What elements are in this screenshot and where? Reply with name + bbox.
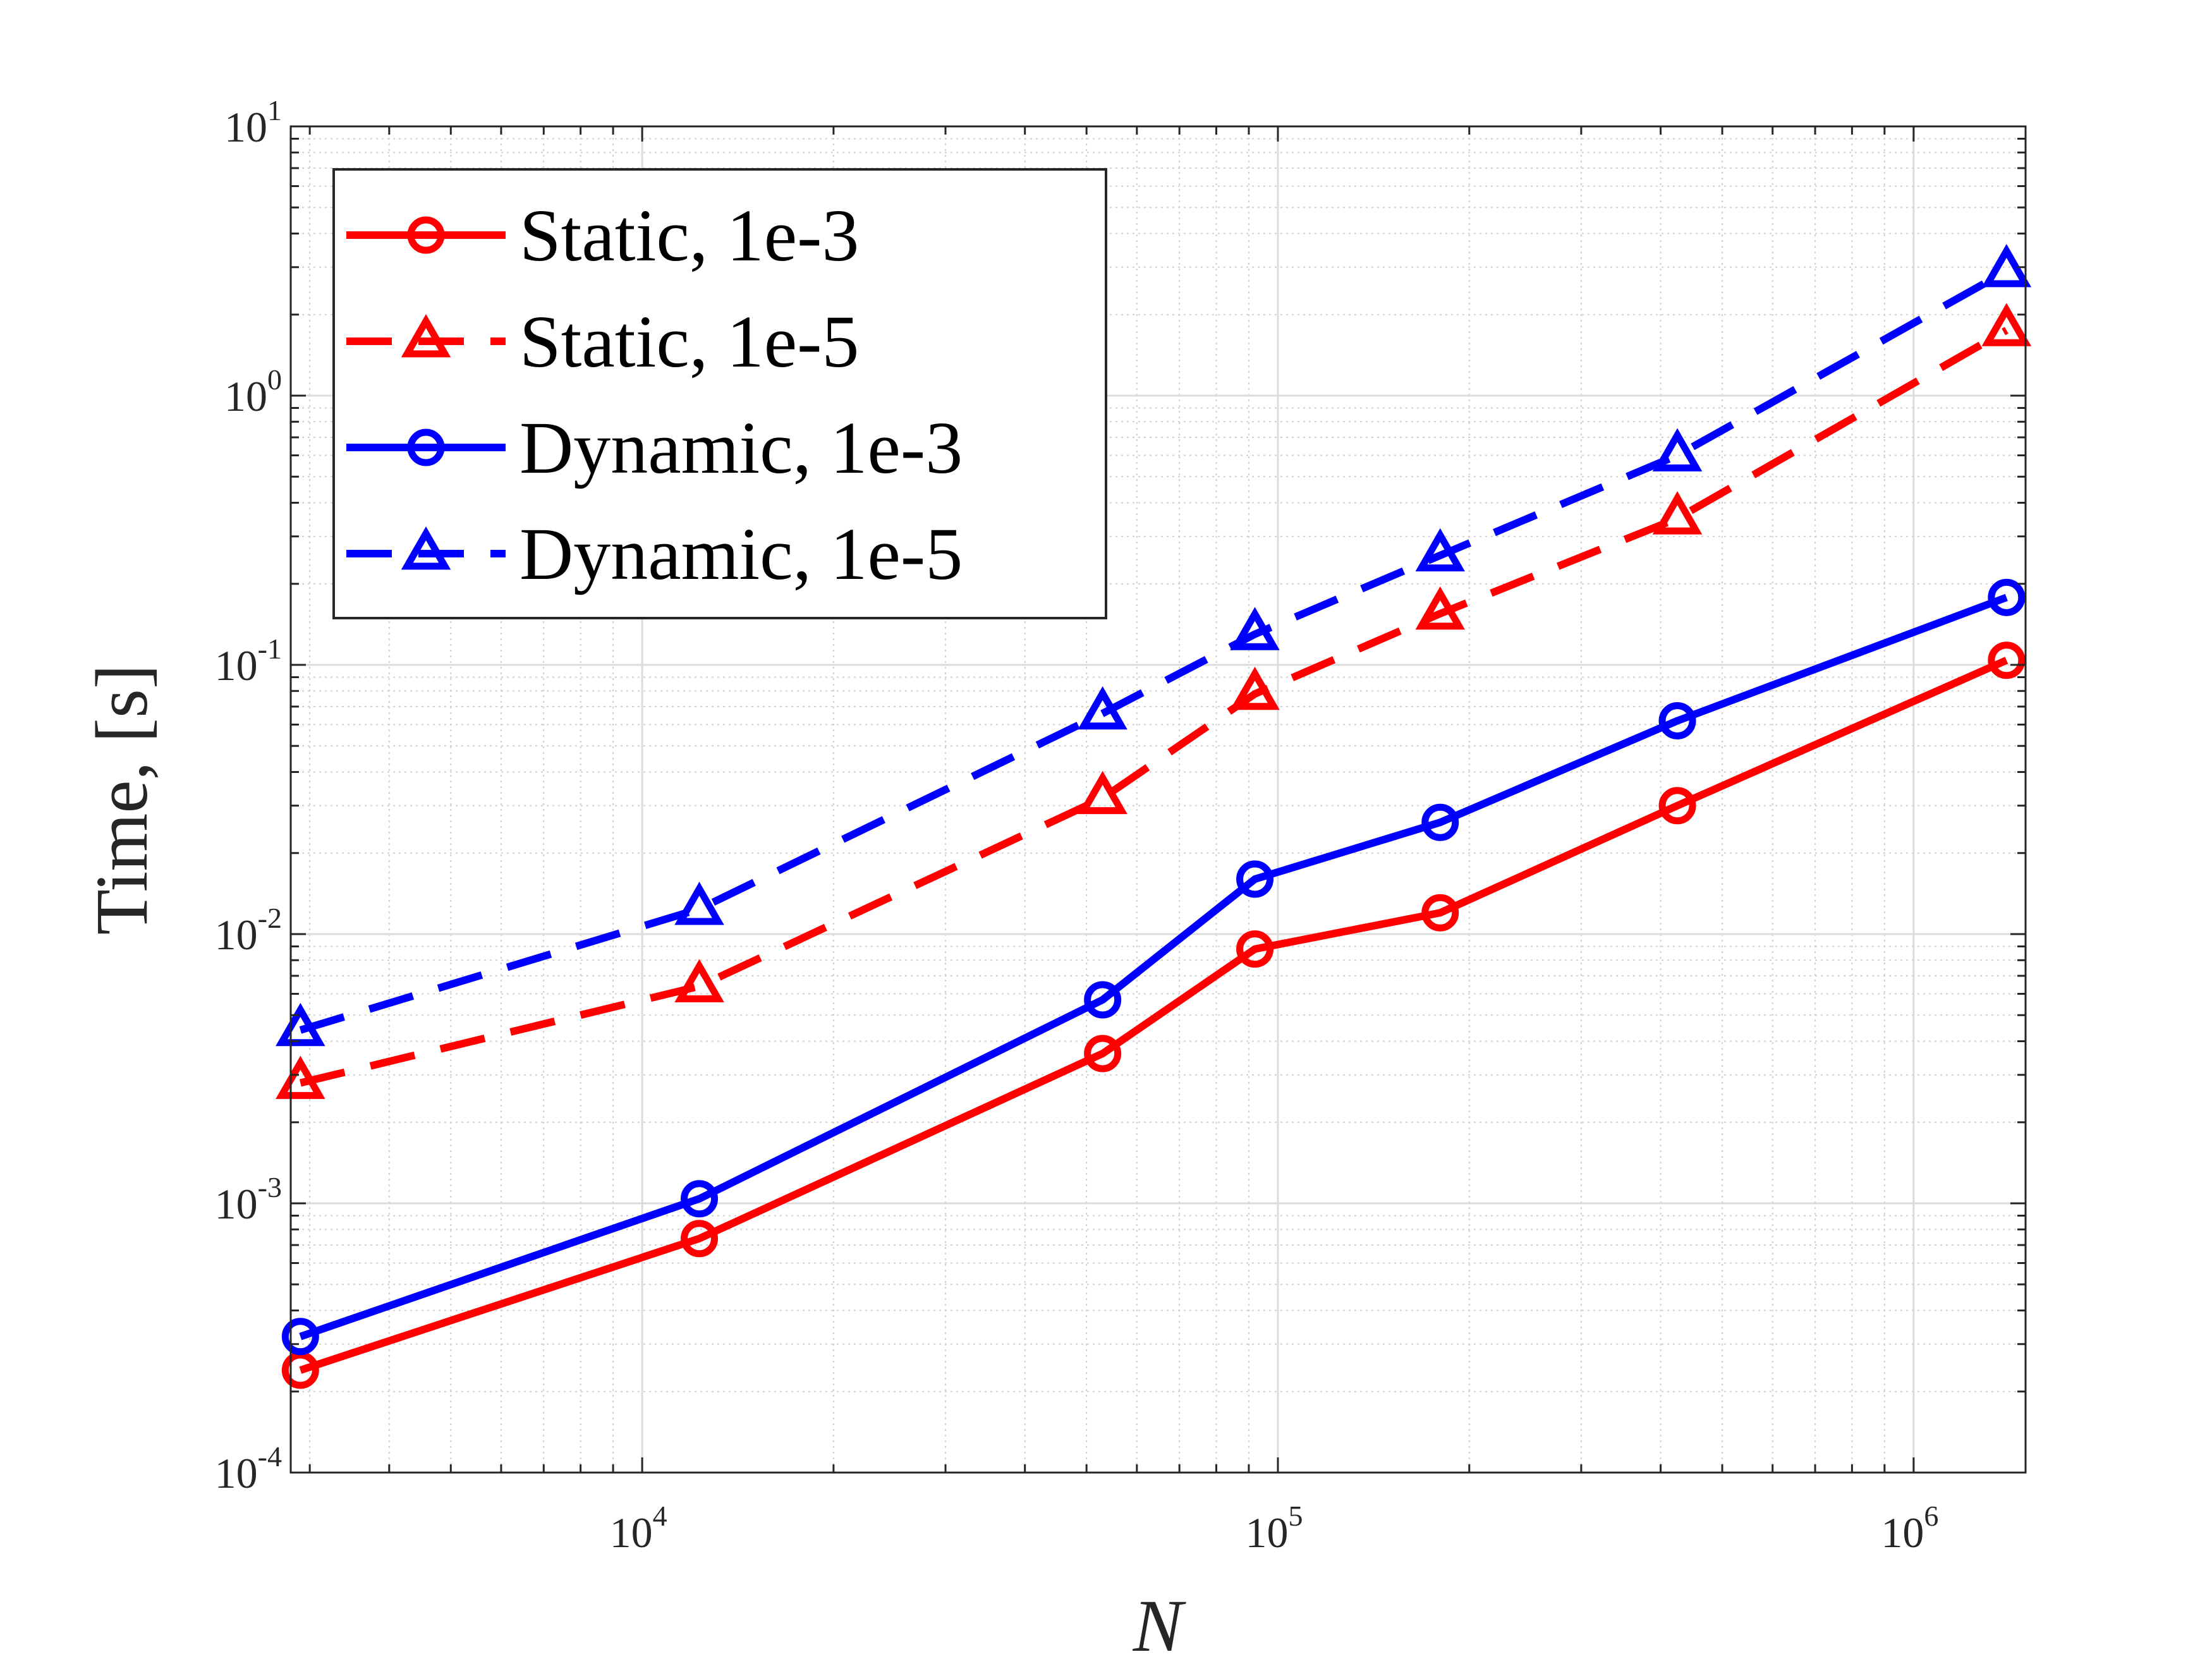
tick-base: 10: [224, 372, 267, 420]
tick-base: 10: [215, 641, 258, 690]
legend-label: Static, 1e-3: [520, 194, 859, 277]
tick-exponent: -1: [258, 633, 282, 665]
data-point: [1421, 894, 1459, 932]
data-point: [281, 1318, 319, 1356]
legend-marker: [407, 216, 445, 254]
legend-box: [332, 168, 1107, 619]
data-point: [1981, 243, 2032, 288]
series-1: [281, 641, 2026, 1389]
tick-base: 10: [1881, 1509, 1924, 1557]
series-line: [299, 327, 2008, 1087]
data-point: [674, 882, 724, 925]
tick-base: 10: [610, 1509, 653, 1557]
legend-label: Dynamic, 1e-3: [520, 406, 963, 489]
data-point: [1078, 770, 1127, 815]
tick-base: 10: [1245, 1509, 1288, 1557]
legend-marker: [401, 313, 451, 358]
legend-label: Static, 1e-5: [520, 300, 859, 383]
tick-exponent: 0: [267, 363, 282, 396]
data-point: [1658, 702, 1696, 739]
data-point: [1078, 686, 1127, 730]
legend-entry: Dynamic, 1e-5: [346, 513, 963, 595]
y-tick-label: 10-2: [215, 902, 282, 959]
tick-base: 10: [215, 911, 258, 959]
series-line: [299, 657, 2008, 1374]
legend-marker: [407, 428, 445, 466]
data-point: [1084, 1035, 1122, 1073]
y-tick-label: 100: [224, 363, 282, 420]
data-point: [1415, 586, 1466, 630]
y-tick-label: 10-3: [215, 1171, 282, 1228]
x-tick-labels: 104 105 106: [610, 1500, 1939, 1557]
legend-label: Dynamic, 1e-5: [520, 513, 963, 595]
series-line: [299, 267, 2008, 1034]
series-group: [276, 243, 2032, 1389]
legend: Static, 1e-3 Static, 1e-5 Dynamic, 1e-3 Dyn…: [332, 168, 1107, 619]
y-axis-label: Time, [s]: [80, 664, 163, 935]
data-point: [1084, 981, 1122, 1019]
y-tick-label: 101: [224, 94, 282, 151]
data-point: [1658, 787, 1696, 825]
tick-exponent: -2: [258, 902, 282, 934]
grid: [291, 125, 2026, 1474]
tick-exponent: 6: [1924, 1500, 1938, 1532]
tick-exponent: -3: [258, 1171, 282, 1203]
legend-entry: Static, 1e-3: [346, 194, 859, 277]
data-point: [1236, 860, 1274, 898]
tick-base: 10: [215, 1180, 258, 1228]
series-line: [299, 593, 2008, 1340]
x-tick-label: 105: [1245, 1500, 1303, 1557]
series-2: [276, 303, 2032, 1099]
data-point: [681, 1220, 719, 1258]
legend-entry: Dynamic, 1e-3: [346, 406, 963, 489]
x-tick-label: 106: [1881, 1500, 1938, 1557]
data-point: [1981, 303, 2032, 346]
x-tick-label: 104: [610, 1500, 667, 1557]
axis-ticks: [291, 125, 2026, 1474]
legend-marker: [401, 526, 451, 570]
data-point: [1236, 930, 1274, 968]
y-tick-label: 10-4: [215, 1440, 282, 1497]
tick-base: 10: [224, 103, 267, 151]
tick-exponent: 5: [1288, 1500, 1303, 1532]
data-point: [1421, 803, 1459, 841]
data-point: [1988, 578, 2026, 616]
data-point: [681, 1180, 719, 1218]
y-tick-label: 10-1: [215, 633, 282, 690]
tick-exponent: -4: [258, 1440, 282, 1473]
series-3: [281, 578, 2026, 1356]
tick-base: 10: [215, 1449, 258, 1497]
tick-exponent: 4: [653, 1500, 667, 1532]
data-point: [1652, 491, 1703, 535]
legend-entry: Static, 1e-5: [346, 300, 859, 383]
plot-frame: [289, 125, 2027, 1474]
x-axis-label: N: [1133, 1584, 1187, 1659]
tick-exponent: 1: [267, 94, 282, 126]
data-point: [1988, 641, 2026, 679]
data-point: [1415, 528, 1466, 572]
data-point: [1230, 666, 1280, 710]
data-point: [1230, 607, 1280, 650]
data-point: [674, 959, 724, 1002]
data-point: [1652, 428, 1703, 471]
